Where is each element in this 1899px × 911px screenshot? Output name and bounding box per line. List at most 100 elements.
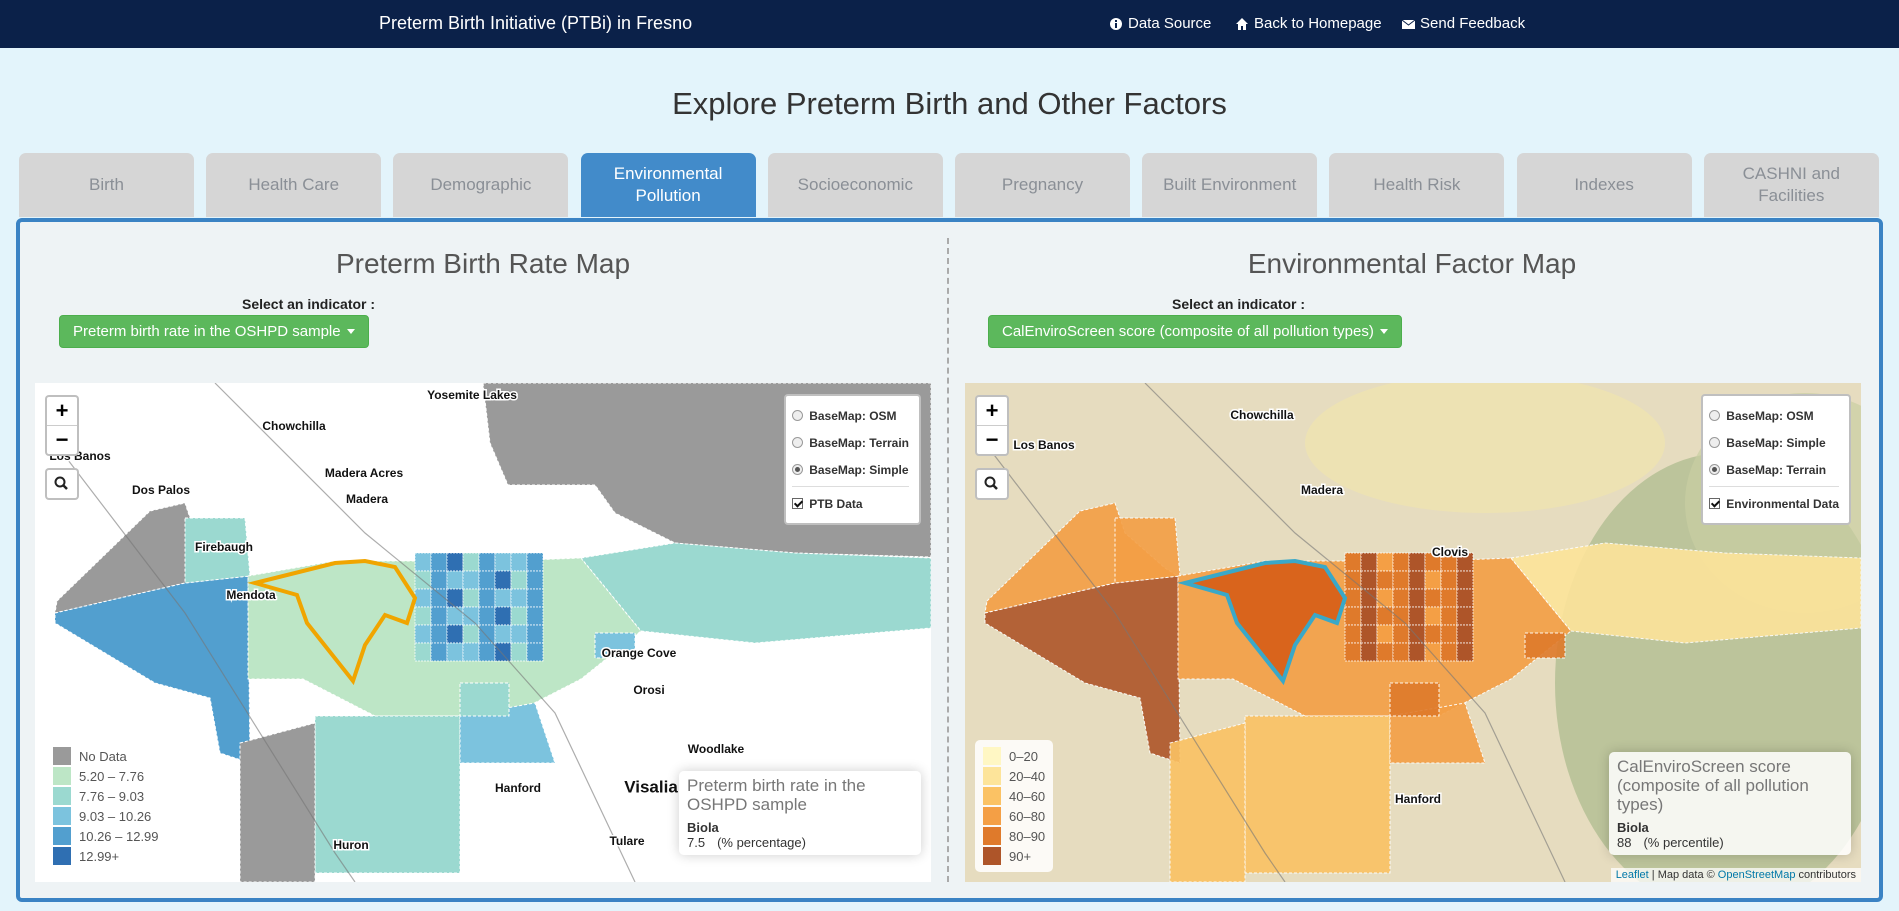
tab[interactable]: Environmental Pollution bbox=[580, 153, 756, 217]
region bbox=[459, 682, 510, 717]
zoom-out[interactable]: − bbox=[977, 425, 1007, 454]
tract bbox=[414, 624, 432, 644]
tab[interactable]: Indexes bbox=[1516, 153, 1692, 217]
overlay-option[interactable]: Environmental Data bbox=[1709, 490, 1839, 517]
layer-option[interactable]: BaseMap: Terrain bbox=[792, 429, 909, 456]
tract bbox=[526, 588, 544, 608]
radio[interactable] bbox=[1709, 410, 1721, 421]
tract bbox=[1424, 606, 1442, 626]
legend-swatch bbox=[983, 807, 1001, 825]
site-title[interactable]: Preterm Birth Initiative (PTBi) in Fresn… bbox=[379, 13, 693, 33]
radio[interactable] bbox=[792, 437, 804, 448]
tract bbox=[1376, 606, 1394, 626]
layer-name: BaseMap: OSM bbox=[1726, 408, 1814, 423]
radio[interactable] bbox=[792, 464, 804, 475]
info-title: CalEnviroScreen score (composite of all … bbox=[1617, 757, 1809, 814]
layer-option[interactable]: BaseMap: OSM bbox=[792, 402, 909, 429]
tract bbox=[1392, 606, 1410, 626]
layer-name: BaseMap: OSM bbox=[809, 408, 897, 423]
checkbox[interactable] bbox=[1709, 498, 1721, 509]
tab[interactable]: Health Risk bbox=[1329, 153, 1505, 217]
radio[interactable] bbox=[792, 410, 804, 421]
tract bbox=[1376, 588, 1394, 608]
legend-item: 60–80 bbox=[983, 806, 1045, 826]
place-label: Woodlake bbox=[688, 742, 745, 756]
legend-swatch bbox=[983, 827, 1001, 845]
tract bbox=[462, 552, 480, 572]
indicator-dropdown[interactable]: CalEnviroScreen score (composite of all … bbox=[988, 315, 1402, 348]
overlay-option[interactable]: PTB Data bbox=[792, 490, 909, 517]
tract bbox=[1408, 642, 1426, 662]
region bbox=[54, 575, 251, 764]
attribution-link[interactable]: Leaflet bbox=[1615, 869, 1649, 881]
tab[interactable]: Built Environment bbox=[1142, 153, 1318, 217]
radio[interactable] bbox=[1709, 464, 1721, 475]
tract bbox=[414, 642, 432, 662]
tract bbox=[414, 552, 432, 572]
layer-control[interactable]: BaseMap: OSM BaseMap: Simple BaseMap: Terr… bbox=[1701, 394, 1851, 525]
map[interactable]: Chowchilla Los Banos Madera Clovis Hanford + −… bbox=[965, 383, 1861, 882]
layer-option[interactable]: BaseMap: Terrain bbox=[1709, 456, 1839, 483]
tab[interactable]: Pregnancy bbox=[955, 153, 1130, 217]
legend-swatch bbox=[983, 767, 1001, 785]
layer-option[interactable]: BaseMap: Simple bbox=[792, 456, 909, 483]
tract bbox=[1376, 570, 1394, 590]
legend-item: 5.20 – 7.76 bbox=[53, 766, 159, 786]
tract bbox=[1344, 606, 1362, 626]
search-button[interactable] bbox=[975, 468, 1009, 500]
layer-option[interactable]: BaseMap: OSM bbox=[1709, 402, 1839, 429]
attribution-text: | Map data © bbox=[1651, 869, 1715, 881]
legend-swatch bbox=[53, 747, 71, 765]
info-box: Preterm birth rate in the OSHPD sample Bi… bbox=[679, 771, 921, 855]
tract bbox=[526, 624, 544, 644]
layer-control[interactable]: BaseMap: OSM BaseMap: Terrain BaseMap: Sim… bbox=[784, 394, 921, 525]
legend-label: 10.26 – 12.99 bbox=[79, 828, 159, 844]
legend-label: 0–20 bbox=[1009, 748, 1038, 764]
page-title: Explore Preterm Birth and Other Factors bbox=[672, 86, 1227, 121]
layer-option[interactable]: BaseMap: Simple bbox=[1709, 429, 1839, 456]
zoom-out[interactable]: − bbox=[47, 425, 77, 454]
attribution-link[interactable]: OpenStreetMap bbox=[1717, 869, 1796, 881]
tab[interactable]: Health Care bbox=[206, 153, 382, 217]
search-button[interactable] bbox=[45, 468, 79, 500]
place-label: Tulare bbox=[609, 834, 644, 848]
tract bbox=[526, 570, 544, 590]
nav-link[interactable]: Back to Homepage bbox=[1236, 15, 1382, 32]
tract bbox=[462, 588, 480, 608]
tab[interactable]: CASHNI and Facilities bbox=[1703, 153, 1879, 217]
place-label: Los Banos bbox=[1013, 438, 1075, 452]
tab[interactable]: Demographic bbox=[393, 153, 569, 217]
map[interactable]: Yosemite Lakes Chowchilla Los Banos Madera … bbox=[35, 383, 931, 882]
place-label: Madera bbox=[346, 492, 388, 506]
tract bbox=[494, 606, 512, 626]
place-label: Visalia bbox=[624, 777, 678, 796]
indicator-dropdown[interactable]: Preterm birth rate in the OSHPD sample bbox=[59, 315, 369, 348]
legend-label: 9.03 – 10.26 bbox=[79, 808, 152, 824]
separator bbox=[792, 486, 909, 487]
region bbox=[1524, 632, 1566, 659]
region bbox=[1244, 715, 1391, 874]
tract bbox=[430, 552, 448, 572]
tract bbox=[1440, 624, 1458, 644]
region bbox=[580, 542, 931, 644]
radio[interactable] bbox=[1709, 437, 1721, 448]
tract bbox=[1344, 552, 1362, 572]
tract bbox=[1456, 606, 1474, 626]
zoom-in[interactable]: + bbox=[55, 398, 69, 423]
zoom-in[interactable]: + bbox=[985, 398, 999, 423]
nav-link[interactable]: Data Source bbox=[1110, 15, 1211, 32]
region bbox=[984, 575, 1181, 764]
tract bbox=[494, 570, 512, 590]
tract bbox=[478, 642, 496, 662]
tab[interactable]: Socioeconomic bbox=[767, 153, 943, 217]
legend-label: 20–40 bbox=[1009, 768, 1046, 784]
tract bbox=[446, 588, 464, 608]
checkbox[interactable] bbox=[792, 498, 804, 509]
tab[interactable]: Birth bbox=[19, 153, 194, 217]
tract bbox=[1424, 588, 1442, 608]
caret bbox=[1379, 329, 1388, 334]
tract bbox=[1456, 570, 1474, 590]
tract bbox=[1360, 570, 1378, 590]
nav-link[interactable]: Send Feedback bbox=[1402, 15, 1525, 32]
